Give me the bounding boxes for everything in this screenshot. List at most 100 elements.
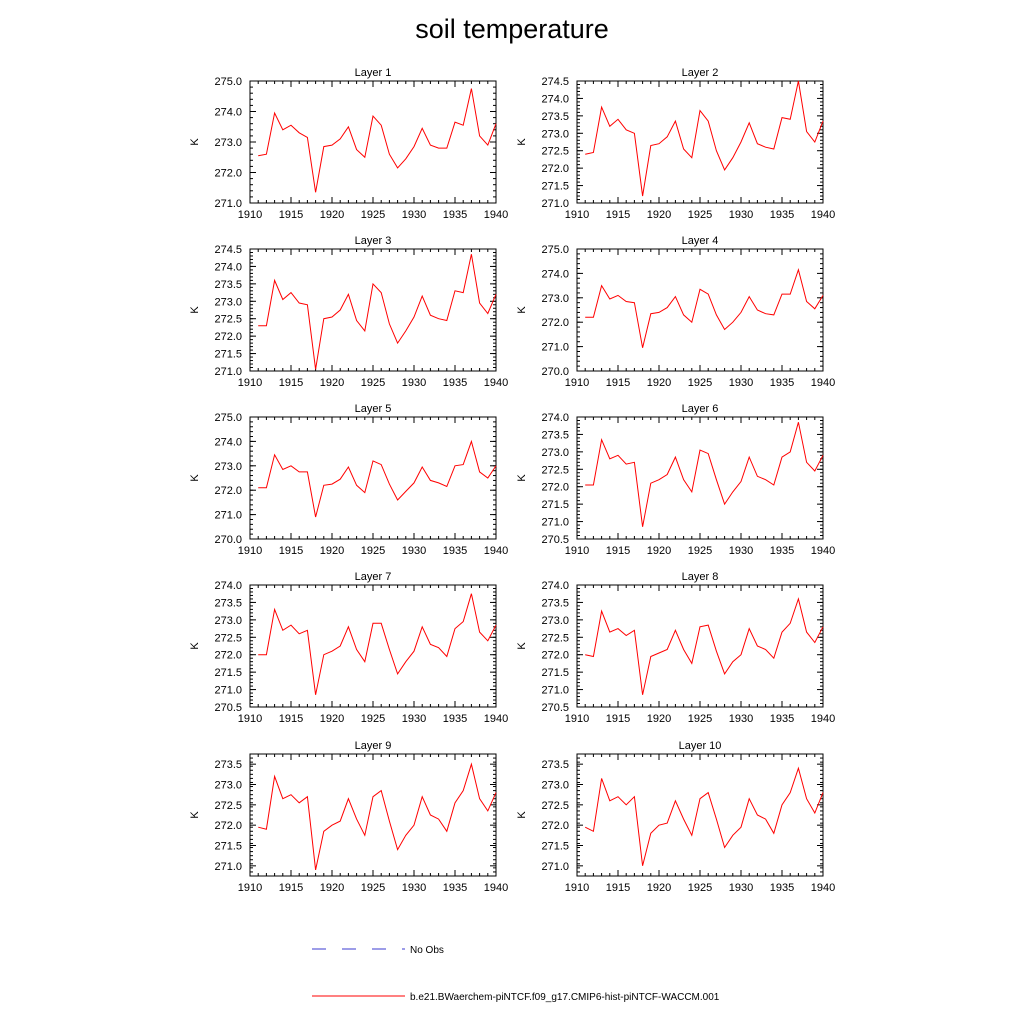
x-tick-label: 1940 — [484, 209, 508, 221]
x-tick-label: 1920 — [647, 377, 671, 389]
series-line — [585, 80, 824, 197]
x-tick-label: 1940 — [811, 377, 835, 389]
x-tick-label: 1930 — [402, 713, 426, 725]
y-tick-label: 272.0 — [541, 317, 569, 329]
y-tick-label: 273.0 — [214, 137, 242, 149]
x-tick-label: 1915 — [279, 882, 303, 894]
x-tick-label: 1930 — [402, 882, 426, 894]
plot-frame — [576, 584, 824, 708]
x-tick-label: 1925 — [688, 209, 712, 221]
y-tick-label: 272.5 — [214, 314, 242, 326]
series-line — [258, 88, 497, 193]
x-tick-label: 1920 — [647, 545, 671, 557]
x-tick-label: 1925 — [361, 377, 385, 389]
x-tick-label: 1930 — [729, 882, 753, 894]
x-tick-label: 1915 — [606, 713, 630, 725]
y-tick-label: 274.0 — [214, 107, 242, 119]
x-tick-label: 1920 — [647, 882, 671, 894]
y-axis-label: K — [189, 642, 201, 650]
y-tick-label: 274.0 — [214, 436, 242, 448]
y-axis-label: K — [189, 138, 201, 146]
y-tick-label: 275.0 — [541, 244, 569, 256]
y-tick-label: 273.5 — [214, 759, 242, 771]
x-tick-label: 1935 — [443, 713, 467, 725]
panel-10: Layer 10 K 1910 1915 1920 1925 1930 1935 1940 271… — [516, 740, 835, 894]
y-tick-label: 272.5 — [541, 632, 569, 644]
plot-frame — [576, 80, 824, 204]
y-tick-label: 272.5 — [541, 146, 569, 158]
panel-7: Layer 7 K 1910 1915 1920 1925 1930 1935 1940 270.… — [189, 571, 508, 725]
y-tick-label: 272.0 — [214, 485, 242, 497]
x-tick-label: 1935 — [770, 545, 794, 557]
y-tick-label: 272.0 — [541, 820, 569, 832]
y-tick-label: 273.0 — [541, 293, 569, 305]
panel-title: Layer 4 — [682, 235, 719, 247]
x-tick-label: 1935 — [443, 882, 467, 894]
x-tick-label: 1910 — [565, 377, 589, 389]
panel-title: Layer 5 — [355, 403, 392, 415]
y-tick-label: 274.0 — [214, 261, 242, 273]
panel-title: Layer 8 — [682, 571, 719, 583]
x-tick-label: 1940 — [484, 713, 508, 725]
x-tick-label: 1930 — [729, 209, 753, 221]
y-tick-label: 271.0 — [214, 861, 242, 873]
y-tick-label: 270.0 — [541, 366, 569, 378]
x-tick-label: 1925 — [688, 377, 712, 389]
y-axis-label: K — [189, 474, 201, 482]
x-tick-label: 1925 — [688, 882, 712, 894]
y-tick-label: 274.0 — [541, 412, 569, 424]
plot-frame — [249, 80, 497, 204]
x-tick-label: 1930 — [402, 209, 426, 221]
series-line — [585, 267, 824, 348]
plot-frame — [576, 416, 824, 540]
panel-title: Layer 6 — [682, 403, 719, 415]
series-line — [584, 766, 824, 866]
series-line — [258, 593, 497, 695]
y-tick-label: 271.5 — [541, 667, 569, 679]
y-axis-label: K — [189, 306, 201, 314]
x-tick-label: 1930 — [729, 545, 753, 557]
panel-5: Layer 5 K 1910 1915 1920 1925 1930 1935 1940 270.… — [189, 403, 508, 557]
x-tick-label: 1925 — [361, 713, 385, 725]
x-tick-label: 1920 — [320, 209, 344, 221]
x-tick-label: 1915 — [279, 713, 303, 725]
y-tick-label: 273.5 — [541, 597, 569, 609]
x-tick-label: 1935 — [770, 713, 794, 725]
x-tick-label: 1910 — [238, 713, 262, 725]
x-tick-label: 1925 — [688, 713, 712, 725]
x-tick-label: 1915 — [279, 377, 303, 389]
series-line — [258, 254, 497, 370]
x-tick-label: 1935 — [770, 209, 794, 221]
legend: No Obs b.e21.BWaerchem-piNTCF.f09_g17.CM… — [312, 945, 720, 1003]
y-tick-label: 273.0 — [541, 447, 569, 459]
x-tick-label: 1925 — [361, 545, 385, 557]
series-line — [258, 762, 497, 871]
x-tick-label: 1910 — [565, 882, 589, 894]
y-axis-label: K — [189, 811, 201, 819]
x-tick-label: 1930 — [729, 377, 753, 389]
panel-title: Layer 10 — [679, 740, 722, 752]
plot-frame — [249, 416, 497, 540]
x-tick-label: 1935 — [770, 882, 794, 894]
x-tick-label: 1930 — [729, 713, 753, 725]
x-tick-label: 1930 — [402, 377, 426, 389]
y-tick-label: 272.5 — [541, 464, 569, 476]
plot-frame — [576, 248, 824, 372]
panel-4: Layer 4 K 1910 1915 1920 1925 1930 1935 1940 270.… — [516, 235, 835, 389]
legend-model-label: b.e21.BWaerchem-piNTCF.f09_g17.CMIP6-his… — [410, 992, 720, 1003]
x-tick-label: 1940 — [811, 209, 835, 221]
y-tick-label: 275.0 — [214, 76, 242, 88]
plot-frame — [249, 753, 497, 877]
y-axis-label: K — [516, 138, 528, 146]
x-tick-label: 1930 — [402, 545, 426, 557]
y-tick-label: 271.0 — [541, 342, 569, 354]
y-tick-label: 271.0 — [214, 510, 242, 522]
x-tick-label: 1925 — [688, 545, 712, 557]
panel-6: Layer 6 K 1910 1915 1920 1925 1930 1935 1940 270.… — [516, 403, 835, 557]
x-tick-label: 1940 — [484, 377, 508, 389]
y-tick-label: 271.5 — [541, 841, 569, 853]
y-tick-label: 271.5 — [214, 349, 242, 361]
x-tick-label: 1910 — [238, 545, 262, 557]
y-tick-label: 273.5 — [541, 759, 569, 771]
y-tick-label: 273.0 — [214, 296, 242, 308]
